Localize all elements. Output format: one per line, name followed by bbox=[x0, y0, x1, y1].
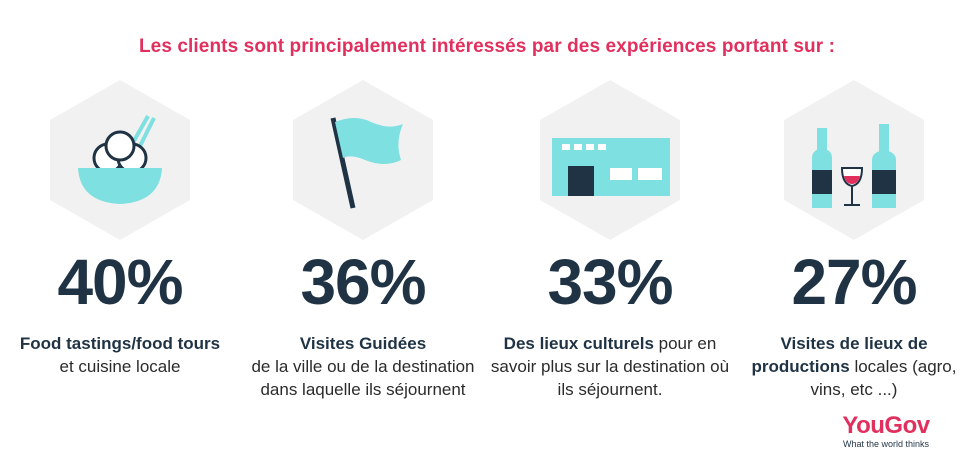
description-bold: Visites de lieux de productions bbox=[751, 334, 928, 376]
stat-card-visits: 36% Visites Guidées de la ville ou de la… bbox=[243, 80, 483, 440]
description-rest: et cuisine locale bbox=[59, 357, 181, 376]
description-rest: locales (agro, vins, etc ...) bbox=[810, 357, 957, 399]
stat-card-food: 40% Food tastings/food tours et cuisine … bbox=[0, 80, 240, 440]
description-bold: Des lieux culturels bbox=[503, 334, 654, 353]
description-bold: Food tastings/food tours bbox=[19, 334, 221, 353]
logo-tagline: What the world thinks bbox=[842, 439, 930, 449]
percent-value: 40% bbox=[57, 246, 183, 318]
description: Visites Guidées de la ville ou de la des… bbox=[243, 332, 483, 401]
stat-card-culture: 33% Des lieux culturels pour en savoir p… bbox=[490, 80, 730, 440]
percent-value: 33% bbox=[547, 246, 673, 318]
wine-bottles-icon bbox=[784, 80, 924, 240]
description-rest: de la ville ou de la destination dans la… bbox=[251, 357, 475, 399]
percent-value: 36% bbox=[300, 246, 426, 318]
percent-value: 27% bbox=[791, 246, 917, 318]
food-bowl-icon bbox=[50, 80, 190, 240]
yougov-logo: YouGov What the world thinks bbox=[836, 412, 936, 450]
description: Des lieux culturels pour en savoir plus … bbox=[490, 332, 730, 401]
logo-brand: YouGov bbox=[842, 412, 930, 439]
building-icon bbox=[540, 80, 680, 240]
stat-card-production: 27% Visites de lieux de productions loca… bbox=[734, 80, 974, 440]
description-rest: pour en savoir plus sur la destination o… bbox=[490, 334, 730, 399]
headline: Les clients sont principalement intéress… bbox=[138, 36, 836, 57]
description-bold: Visites Guidées bbox=[299, 334, 427, 353]
flag-icon bbox=[293, 80, 433, 240]
description: Food tastings/food tours et cuisine loca… bbox=[0, 332, 240, 378]
description: Visites de lieux de productions locales … bbox=[734, 332, 974, 401]
